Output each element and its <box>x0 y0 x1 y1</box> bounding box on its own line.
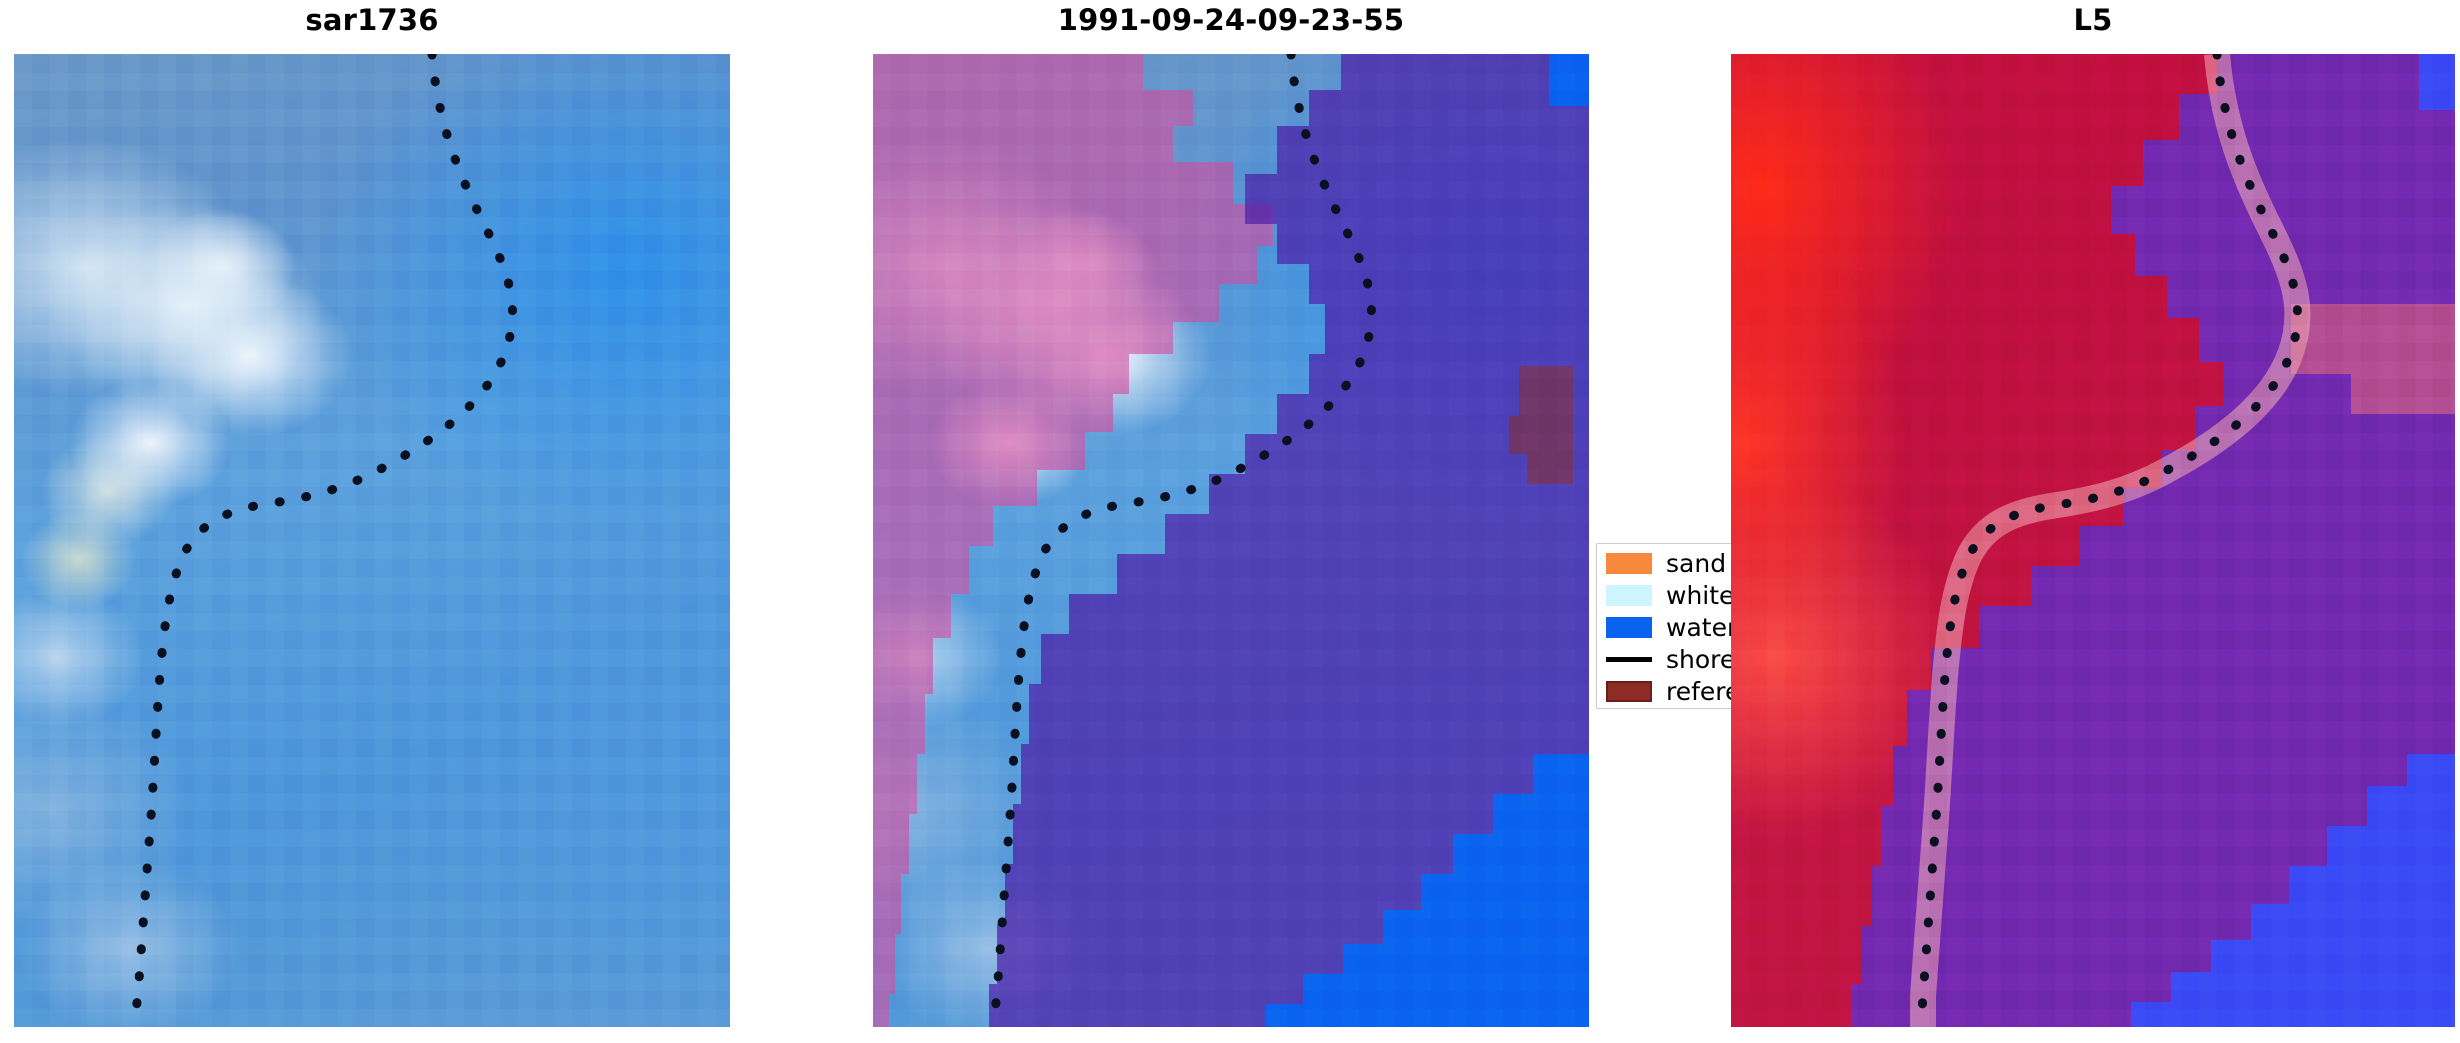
legend-item-reference[interactable]: referer <box>1597 676 1751 706</box>
water-swatch <box>1606 616 1652 638</box>
classified-pixel-texture <box>873 54 1589 1027</box>
sar-pixel-texture <box>14 54 730 1027</box>
shoreline-swatch <box>1606 656 1652 662</box>
legend-label-sand: sand <box>1666 548 1727 578</box>
panel-title-date: 1991-09-24-09-23-55 <box>1057 3 1405 37</box>
legend-item-sand[interactable]: sand <box>1597 548 1726 578</box>
legend-label-water: water <box>1666 612 1738 642</box>
reference-swatch <box>1606 680 1652 702</box>
legend-item-water[interactable]: water <box>1597 612 1737 642</box>
panel-title-l5: L5 <box>2073 3 2113 37</box>
l5-pixel-texture <box>1731 54 2455 1027</box>
whitewater-swatch <box>1606 584 1652 606</box>
image-panel-classified[interactable] <box>873 54 1589 1027</box>
sand-swatch <box>1606 552 1652 574</box>
image-panel-sar[interactable] <box>14 54 730 1027</box>
class-mask-reference <box>1509 366 1573 484</box>
image-panel-l5[interactable] <box>1731 54 2455 1027</box>
legend-item-shoreline[interactable]: shoreli <box>1597 644 1749 674</box>
panel-title-sar: sar1736 <box>305 3 439 37</box>
class-legend[interactable]: sand whitew water shoreli referer <box>1596 543 1755 709</box>
